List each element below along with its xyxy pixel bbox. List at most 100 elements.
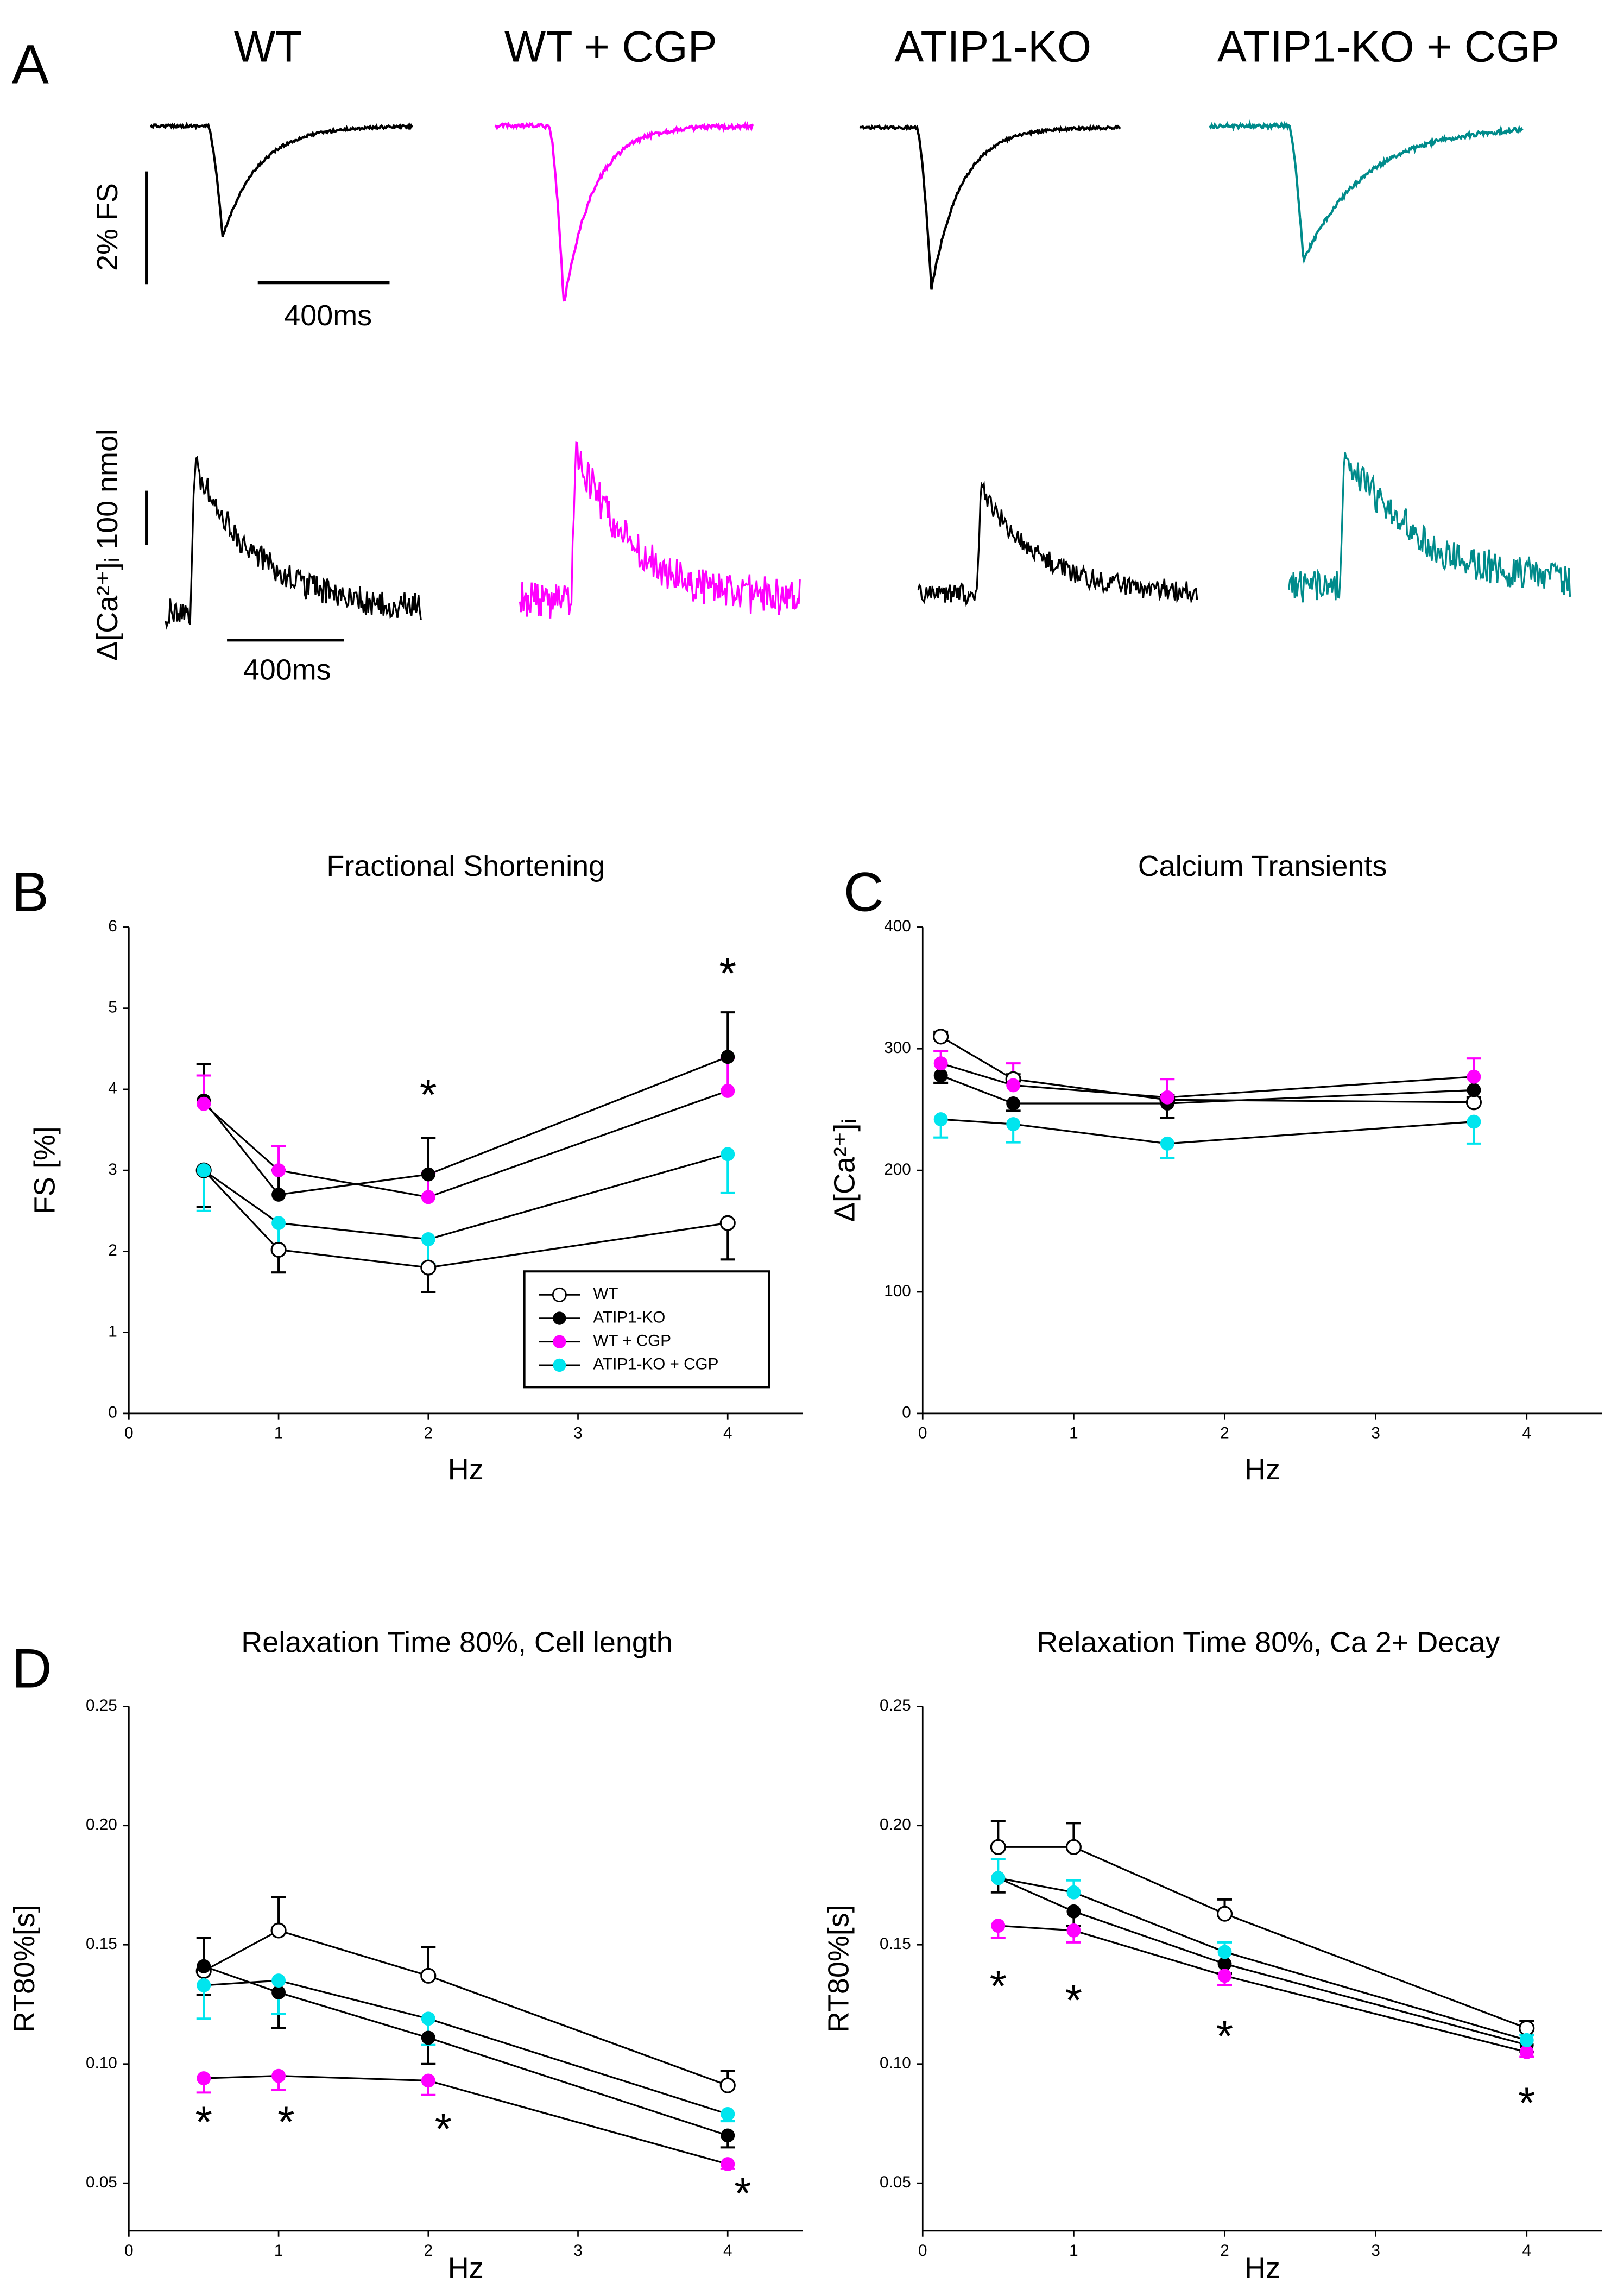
trace-title: WT + CGP bbox=[504, 22, 717, 71]
x-tick-label: 1 bbox=[1069, 2242, 1078, 2260]
marker bbox=[1467, 1114, 1481, 1129]
annotation: * bbox=[1216, 2012, 1234, 2061]
marker bbox=[197, 2071, 211, 2085]
marker bbox=[933, 1068, 948, 1083]
panel-label: B bbox=[12, 861, 49, 923]
marker bbox=[1006, 1117, 1021, 1132]
legend-marker bbox=[552, 1287, 567, 1302]
scale-label: 400ms bbox=[243, 654, 331, 686]
trace bbox=[494, 121, 754, 302]
chart-title: Calcium Transients bbox=[1138, 850, 1387, 882]
x-tick-label: 1 bbox=[274, 2242, 283, 2260]
x-tick-label: 4 bbox=[723, 1424, 732, 1442]
marker bbox=[421, 2073, 435, 2088]
marker bbox=[421, 1232, 435, 1246]
x-tick-label: 4 bbox=[1522, 1424, 1532, 1442]
annotation: * bbox=[990, 1962, 1007, 2011]
series-line bbox=[998, 1846, 1527, 2029]
marker bbox=[421, 1190, 435, 1204]
scale-label: 2% FS bbox=[91, 183, 124, 271]
marker bbox=[271, 2068, 286, 2083]
y-tick-label: 0.15 bbox=[86, 1935, 117, 1953]
legend-marker bbox=[553, 1335, 566, 1348]
marker bbox=[1216, 1906, 1233, 1922]
x-axis-label: Hz bbox=[1244, 1453, 1280, 1486]
marker bbox=[991, 1919, 1006, 1933]
annotation: * bbox=[277, 2098, 295, 2147]
series-line bbox=[204, 1979, 728, 2115]
series-line bbox=[997, 1877, 1527, 2046]
marker bbox=[1467, 1069, 1481, 1084]
marker bbox=[721, 2106, 735, 2121]
series-line bbox=[203, 1965, 728, 2136]
legend-label: WT + CGP bbox=[593, 1332, 671, 1350]
x-tick-label: 4 bbox=[723, 2242, 732, 2260]
marker bbox=[270, 1241, 287, 1258]
y-tick-label: 0.05 bbox=[880, 2173, 911, 2191]
marker bbox=[719, 1215, 736, 1231]
marker bbox=[197, 1163, 211, 1178]
marker bbox=[933, 1112, 948, 1127]
y-axis-label: FS [%] bbox=[29, 1126, 61, 1214]
series-line bbox=[203, 1170, 728, 1269]
marker bbox=[721, 2128, 735, 2143]
y-axis-label: RT80%[s] bbox=[822, 1904, 855, 2033]
y-tick-label: 100 bbox=[884, 1282, 911, 1300]
x-tick-label: 0 bbox=[918, 1424, 927, 1442]
y-tick-label: 3 bbox=[108, 1160, 117, 1178]
x-axis-label: Hz bbox=[448, 1453, 484, 1486]
legend-marker bbox=[553, 1358, 566, 1372]
y-tick-label: 0.10 bbox=[86, 2054, 117, 2072]
panel-label: C bbox=[844, 861, 884, 923]
series-line bbox=[204, 2075, 728, 2165]
y-tick-label: 0.20 bbox=[86, 1816, 117, 1834]
legend-label: ATIP1-KO + CGP bbox=[593, 1355, 718, 1373]
y-tick-label: 2 bbox=[108, 1241, 117, 1259]
marker bbox=[271, 1973, 286, 1988]
x-tick-label: 2 bbox=[1220, 1424, 1229, 1442]
x-tick-label: 3 bbox=[573, 2242, 583, 2260]
legend-label: WT bbox=[593, 1285, 618, 1303]
series-line bbox=[940, 1036, 1474, 1103]
trace-title: WT bbox=[234, 22, 302, 71]
x-axis-label: Hz bbox=[1244, 2251, 1280, 2284]
y-tick-label: 0 bbox=[902, 1404, 911, 1422]
y-tick-label: 0.05 bbox=[86, 2173, 117, 2191]
chart-title: Relaxation Time 80%, Ca 2+ Decay bbox=[1037, 1626, 1500, 1659]
marker bbox=[1066, 1923, 1081, 1938]
annotation: * bbox=[734, 2169, 751, 2218]
marker bbox=[1217, 1957, 1232, 1971]
marker bbox=[933, 1056, 948, 1071]
x-tick-label: 3 bbox=[1371, 2242, 1380, 2260]
series-line bbox=[203, 1090, 728, 1199]
y-tick-label: 200 bbox=[884, 1160, 911, 1178]
series-line bbox=[998, 1877, 1527, 2041]
x-tick-label: 2 bbox=[424, 2242, 433, 2260]
annotation: * bbox=[719, 949, 736, 998]
series-line bbox=[203, 1153, 728, 1240]
marker bbox=[1065, 1839, 1082, 1855]
marker bbox=[1217, 1969, 1232, 1983]
series-line bbox=[940, 1118, 1474, 1145]
trace bbox=[1287, 452, 1571, 603]
x-tick-label: 2 bbox=[424, 1424, 433, 1442]
marker bbox=[421, 1167, 435, 1182]
marker bbox=[420, 1259, 437, 1276]
marker bbox=[933, 1029, 949, 1045]
marker bbox=[719, 2077, 736, 2093]
scale-label: 400ms bbox=[284, 299, 372, 332]
trace bbox=[859, 124, 1121, 290]
annotation: * bbox=[1518, 2079, 1536, 2128]
y-tick-label: 4 bbox=[108, 1080, 117, 1097]
trace bbox=[165, 456, 422, 630]
legend-marker bbox=[553, 1311, 566, 1325]
trace bbox=[1209, 119, 1524, 264]
y-tick-label: 5 bbox=[108, 998, 117, 1016]
marker bbox=[1217, 1945, 1232, 1959]
annotation: * bbox=[195, 2098, 212, 2147]
marker bbox=[1519, 2033, 1534, 2047]
marker bbox=[1160, 1136, 1174, 1151]
x-tick-label: 3 bbox=[573, 1424, 583, 1442]
chart-title: Relaxation Time 80%, Cell length bbox=[241, 1626, 673, 1659]
